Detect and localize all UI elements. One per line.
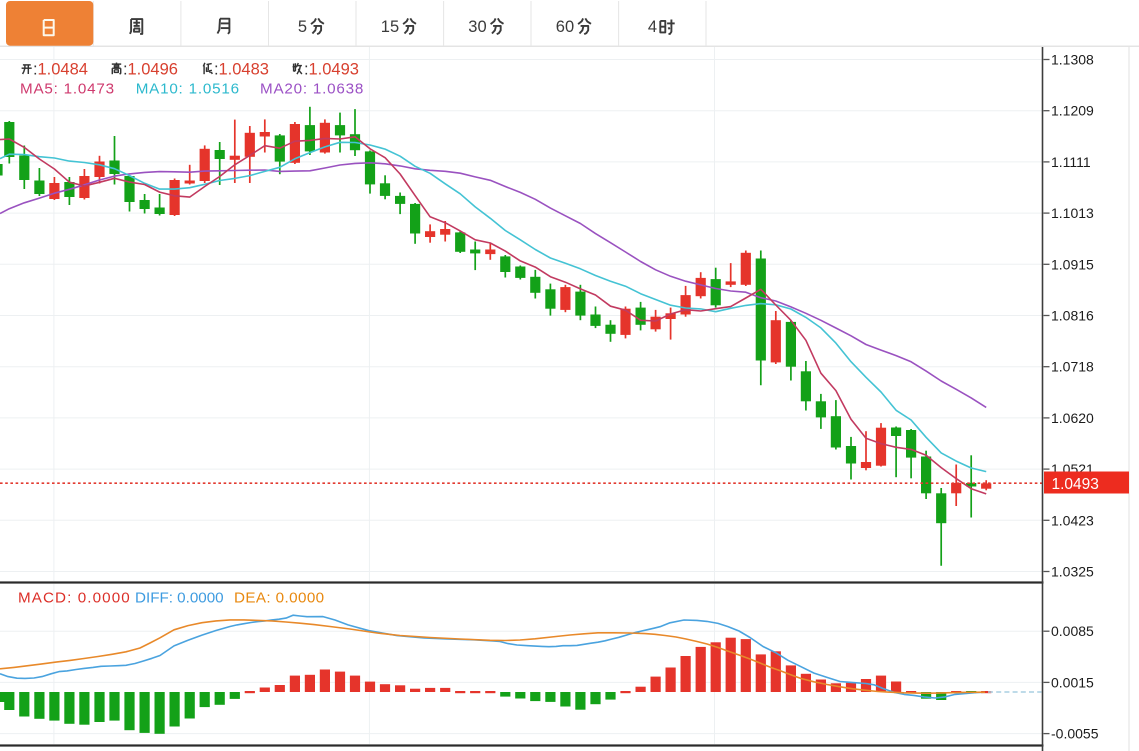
svg-text:0.0015: 0.0015 <box>1051 674 1094 690</box>
svg-text:60: 60 <box>556 18 574 36</box>
svg-text:0.0085: 0.0085 <box>1051 623 1094 639</box>
svg-text:-0.0055: -0.0055 <box>1051 726 1099 742</box>
svg-text:1.0423: 1.0423 <box>1051 512 1094 528</box>
svg-text:1.0718: 1.0718 <box>1051 359 1094 375</box>
svg-text:DIFF: 0.0000: DIFF: 0.0000 <box>135 590 224 607</box>
svg-text:1.1308: 1.1308 <box>1051 52 1094 68</box>
svg-text::: : <box>123 61 128 79</box>
svg-text:MA10: 1.0516: MA10: 1.0516 <box>136 81 240 98</box>
svg-text:1.1209: 1.1209 <box>1051 103 1094 119</box>
svg-text:1.1013: 1.1013 <box>1051 205 1094 221</box>
svg-text::: : <box>304 61 309 79</box>
svg-text:1.1111: 1.1111 <box>1051 154 1091 170</box>
svg-text:1.0816: 1.0816 <box>1051 308 1094 324</box>
svg-text:MA5: 1.0473: MA5: 1.0473 <box>20 81 115 98</box>
svg-text:1.0493: 1.0493 <box>309 61 359 79</box>
svg-text:1.0484: 1.0484 <box>38 61 88 79</box>
svg-text:5: 5 <box>298 18 307 36</box>
svg-text:1.0620: 1.0620 <box>1051 410 1094 426</box>
svg-text::: : <box>214 61 219 79</box>
svg-text:1.0915: 1.0915 <box>1051 256 1094 272</box>
svg-text:30: 30 <box>468 18 486 36</box>
svg-text::: : <box>33 61 38 79</box>
svg-text:1.0496: 1.0496 <box>128 61 178 79</box>
svg-text:15: 15 <box>381 18 399 36</box>
svg-text:1.0325: 1.0325 <box>1051 564 1094 580</box>
svg-text:MA20: 1.0638: MA20: 1.0638 <box>260 81 364 98</box>
svg-text:4: 4 <box>648 18 657 36</box>
svg-text:MACD: 0.0000: MACD: 0.0000 <box>18 590 131 607</box>
svg-text:DEA: 0.0000: DEA: 0.0000 <box>234 590 325 607</box>
svg-text:1.0483: 1.0483 <box>219 61 269 79</box>
svg-text:1.0493: 1.0493 <box>1052 476 1099 493</box>
